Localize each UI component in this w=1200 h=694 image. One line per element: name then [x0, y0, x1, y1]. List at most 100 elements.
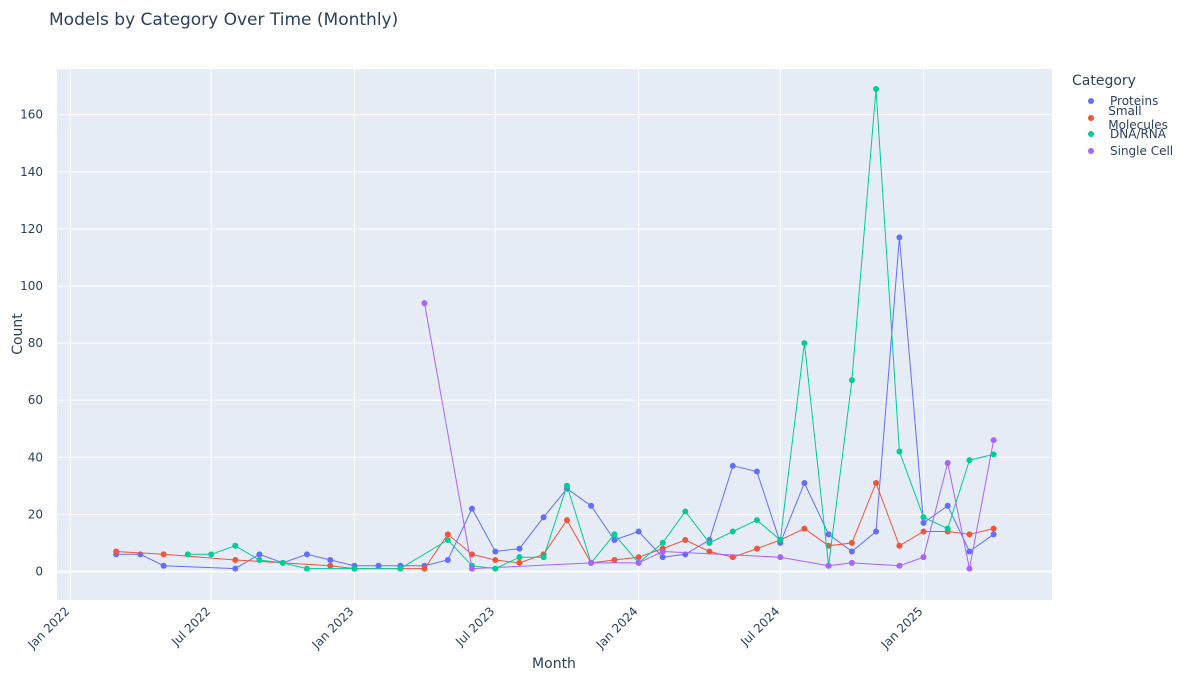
data-point-small-molecules[interactable]	[160, 551, 167, 558]
data-point-dna-rna[interactable]	[729, 528, 736, 535]
data-point-small-molecules[interactable]	[682, 537, 689, 544]
data-point-single-cell[interactable]	[825, 562, 832, 569]
data-point-dna-rna[interactable]	[256, 557, 263, 564]
data-point-small-molecules[interactable]	[563, 517, 570, 524]
data-point-dna-rna[interactable]	[279, 559, 286, 566]
data-point-single-cell[interactable]	[990, 437, 997, 444]
data-point-small-molecules[interactable]	[801, 525, 808, 532]
data-point-single-cell[interactable]	[848, 559, 855, 566]
data-point-proteins[interactable]	[635, 528, 642, 535]
data-point-dna-rna[interactable]	[444, 537, 451, 544]
data-point-single-cell[interactable]	[421, 300, 428, 307]
data-point-proteins[interactable]	[729, 462, 736, 469]
data-point-single-cell[interactable]	[659, 548, 666, 555]
data-point-proteins[interactable]	[659, 554, 666, 561]
data-point-small-molecules[interactable]	[920, 528, 927, 535]
data-point-dna-rna[interactable]	[777, 537, 784, 544]
data-point-small-molecules[interactable]	[611, 557, 618, 564]
data-point-proteins[interactable]	[944, 502, 951, 509]
data-point-proteins[interactable]	[256, 551, 263, 558]
data-point-single-cell[interactable]	[920, 554, 927, 561]
data-point-dna-rna[interactable]	[563, 482, 570, 489]
data-point-small-molecules[interactable]	[444, 531, 451, 538]
data-point-proteins[interactable]	[753, 468, 760, 475]
data-point-small-molecules[interactable]	[516, 559, 523, 566]
data-point-proteins[interactable]	[896, 234, 903, 241]
data-point-dna-rna[interactable]	[896, 448, 903, 455]
data-point-small-molecules[interactable]	[421, 565, 428, 572]
data-point-dna-rna[interactable]	[303, 565, 310, 572]
data-point-small-molecules[interactable]	[848, 539, 855, 546]
data-point-dna-rna[interactable]	[966, 457, 973, 464]
data-point-dna-rna[interactable]	[873, 85, 880, 92]
data-point-proteins[interactable]	[516, 545, 523, 552]
data-point-dna-rna[interactable]	[706, 539, 713, 546]
data-point-dna-rna[interactable]	[944, 525, 951, 532]
x-tick-label: Jul 2024	[737, 604, 782, 649]
data-point-dna-rna[interactable]	[516, 554, 523, 561]
data-point-dna-rna[interactable]	[990, 451, 997, 458]
data-point-proteins[interactable]	[848, 548, 855, 555]
legend-title: Category	[1072, 73, 1136, 89]
data-point-proteins[interactable]	[492, 548, 499, 555]
data-point-proteins[interactable]	[444, 557, 451, 564]
data-point-dna-rna[interactable]	[920, 514, 927, 521]
data-point-small-molecules[interactable]	[873, 479, 880, 486]
data-point-dna-rna[interactable]	[801, 340, 808, 347]
x-tick-label: Jan 2025	[878, 604, 926, 652]
data-point-proteins[interactable]	[303, 551, 310, 558]
data-point-single-cell[interactable]	[468, 565, 475, 572]
data-point-single-cell[interactable]	[635, 559, 642, 566]
data-point-small-molecules[interactable]	[113, 548, 120, 555]
data-point-dna-rna[interactable]	[397, 565, 404, 572]
data-point-small-molecules[interactable]	[492, 557, 499, 564]
data-point-small-molecules[interactable]	[635, 554, 642, 561]
data-point-small-molecules[interactable]	[990, 525, 997, 532]
data-point-proteins[interactable]	[588, 502, 595, 509]
data-point-proteins[interactable]	[160, 562, 167, 569]
data-point-single-cell[interactable]	[896, 562, 903, 569]
data-point-dna-rna[interactable]	[208, 551, 215, 558]
data-point-small-molecules[interactable]	[753, 545, 760, 552]
data-point-small-molecules[interactable]	[468, 551, 475, 558]
data-point-small-molecules[interactable]	[706, 548, 713, 555]
data-point-dna-rna[interactable]	[232, 542, 239, 549]
data-point-proteins[interactable]	[232, 565, 239, 572]
data-point-proteins[interactable]	[375, 562, 382, 569]
data-point-dna-rna[interactable]	[351, 565, 358, 572]
data-point-proteins[interactable]	[540, 514, 547, 521]
data-point-dna-rna[interactable]	[540, 554, 547, 561]
data-point-dna-rna[interactable]	[848, 377, 855, 384]
data-point-proteins[interactable]	[137, 551, 144, 558]
legend-item-small-molecules[interactable]: Small Molecules	[1072, 104, 1200, 132]
series-layer	[113, 85, 997, 572]
legend-item-proteins[interactable]: Proteins	[1072, 93, 1200, 110]
data-point-dna-rna[interactable]	[753, 517, 760, 524]
data-point-dna-rna[interactable]	[184, 551, 191, 558]
data-point-small-molecules[interactable]	[232, 557, 239, 564]
data-point-proteins[interactable]	[966, 548, 973, 555]
data-point-dna-rna[interactable]	[611, 531, 618, 538]
data-point-proteins[interactable]	[873, 528, 880, 535]
data-point-small-molecules[interactable]	[729, 554, 736, 561]
data-point-proteins[interactable]	[327, 557, 334, 564]
data-point-single-cell[interactable]	[588, 559, 595, 566]
data-point-small-molecules[interactable]	[327, 562, 334, 569]
data-point-proteins[interactable]	[468, 505, 475, 512]
data-point-proteins[interactable]	[990, 531, 997, 538]
legend-item-dna-rna[interactable]: DNA/RNA	[1072, 126, 1200, 143]
legend-item-single-cell[interactable]: Single Cell	[1072, 143, 1200, 160]
data-point-small-molecules[interactable]	[966, 531, 973, 538]
data-point-small-molecules[interactable]	[896, 542, 903, 549]
data-point-single-cell[interactable]	[777, 554, 784, 561]
legend-marker-icon	[1072, 112, 1104, 124]
data-point-proteins[interactable]	[825, 531, 832, 538]
data-point-proteins[interactable]	[920, 519, 927, 526]
data-point-single-cell[interactable]	[944, 459, 951, 466]
data-point-proteins[interactable]	[801, 479, 808, 486]
data-point-single-cell[interactable]	[966, 565, 973, 572]
data-point-proteins[interactable]	[611, 537, 618, 544]
data-point-dna-rna[interactable]	[682, 508, 689, 515]
data-point-dna-rna[interactable]	[492, 565, 499, 572]
data-point-dna-rna[interactable]	[659, 539, 666, 546]
